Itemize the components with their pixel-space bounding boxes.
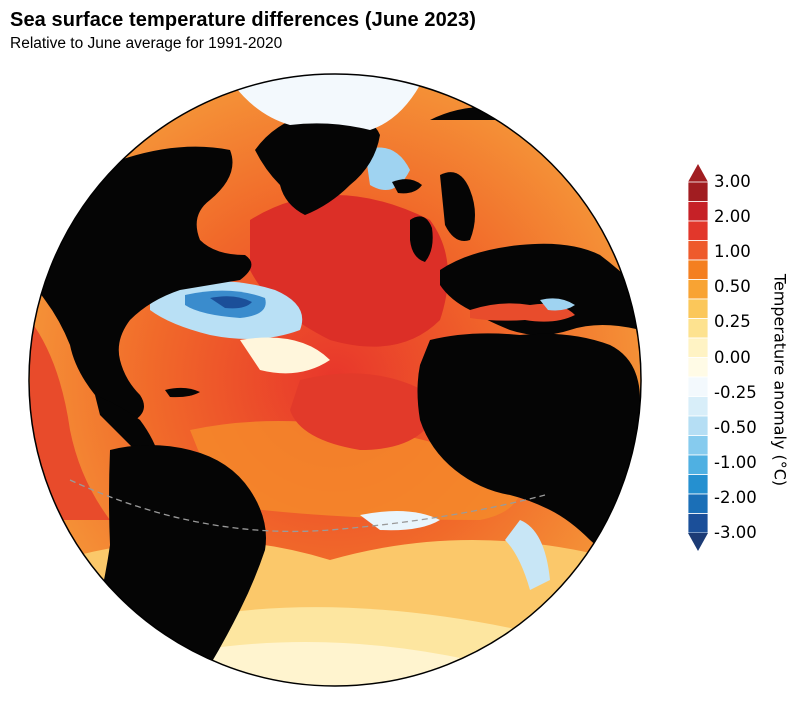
colorbar-under-arrow: [688, 533, 708, 551]
colorbar-tick-label: 0.00: [714, 347, 751, 367]
legend-title: Temperature anomaly (°C): [770, 273, 790, 487]
colorbar-tick-label: -0.50: [714, 417, 757, 437]
colorbar: [687, 164, 709, 551]
colorbar-bin: [687, 220, 709, 241]
colorbar-bin: [687, 201, 709, 222]
chart-subtitle: Relative to June average for 1991-2020: [10, 35, 283, 52]
colorbar-bin: [687, 357, 709, 378]
colorbar-bin: [687, 298, 709, 319]
colorbar-tick-label: -1.00: [714, 452, 757, 472]
colorbar-bin: [687, 435, 709, 456]
globe-outline: [28, 73, 642, 687]
colorbar-bin: [687, 396, 709, 417]
colorbar-bin: [687, 376, 709, 397]
colorbar-bin: [687, 454, 709, 475]
colorbar-over-arrow: [688, 164, 708, 182]
colorbar-legend: 3.00 2.00 1.00 0.50 0.25 0.00 -0.25 -0.50 -1.00 -…: [680, 160, 790, 600]
colorbar-tick-label: 1.00: [714, 242, 751, 262]
colorbar-bin: [687, 474, 709, 495]
colorbar-bin: [687, 318, 709, 339]
colorbar-tick-label: 3.00: [714, 172, 751, 191]
colorbar-tick-label: -0.25: [714, 382, 757, 402]
colorbar-bin: [687, 259, 709, 280]
colorbar-bin: [687, 493, 709, 514]
colorbar-bin: [687, 279, 709, 300]
globe-surface: [29, 74, 641, 686]
chart-title: Sea surface temperature differences (Jun…: [10, 9, 477, 31]
colorbar-tick-label: -2.00: [714, 487, 757, 507]
colorbar-tick-label: 0.50: [714, 277, 751, 297]
colorbar-bin: [687, 181, 709, 202]
colorbar-bin: [687, 337, 709, 358]
colorbar-bin: [687, 415, 709, 436]
colorbar-tick-label: 0.25: [714, 312, 751, 332]
colorbar-bin: [687, 240, 709, 261]
colorbar-bin: [687, 513, 709, 534]
colorbar-tick-label: -3.00: [714, 523, 757, 542]
colorbar-tick-label: 2.00: [714, 207, 751, 227]
